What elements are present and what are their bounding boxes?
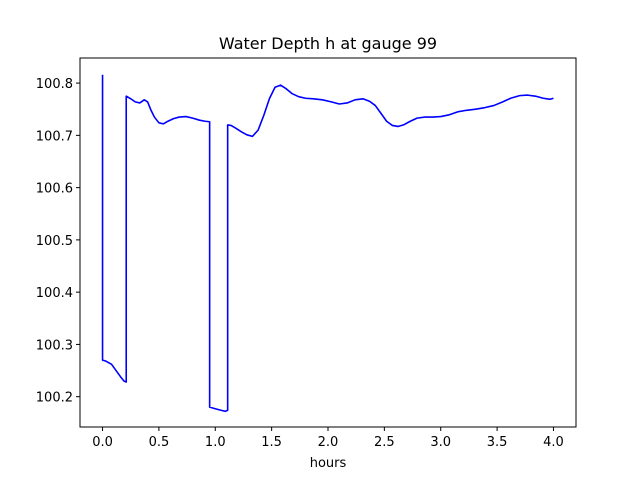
- y-tick-label: 100.8: [36, 77, 73, 92]
- x-tick-label: 2.5: [374, 435, 395, 450]
- chart-title: Water Depth h at gauge 99: [219, 34, 437, 53]
- x-tick-label: 3.0: [430, 435, 451, 450]
- x-axis: 0.0 0.5 1.0 1.5 2.0 2.5 3.0 3.5 4.0: [92, 427, 564, 450]
- y-tick-label: 100.6: [36, 182, 73, 197]
- x-tick-label: 3.5: [487, 435, 508, 450]
- series-layer: [101, 74, 554, 413]
- y-tick-label: 100.7: [36, 129, 73, 144]
- x-tick-label: 1.5: [261, 435, 282, 450]
- y-tick-label: 100.3: [36, 338, 73, 353]
- y-tick-label: 100.5: [36, 234, 73, 249]
- x-tick-label: 2.0: [318, 435, 339, 450]
- series-line: [101, 74, 554, 413]
- x-tick-label: 4.0: [543, 435, 564, 450]
- x-tick-label: 0.0: [92, 435, 113, 450]
- y-axis: 100.2 100.3 100.4 100.5 100.6 100.7 100.8: [36, 77, 80, 406]
- x-axis-label: hours: [310, 456, 347, 471]
- x-tick-label: 0.5: [149, 435, 170, 450]
- x-tick-label: 1.0: [205, 435, 226, 450]
- y-tick-label: 100.4: [36, 286, 73, 301]
- y-tick-label: 100.2: [36, 391, 73, 406]
